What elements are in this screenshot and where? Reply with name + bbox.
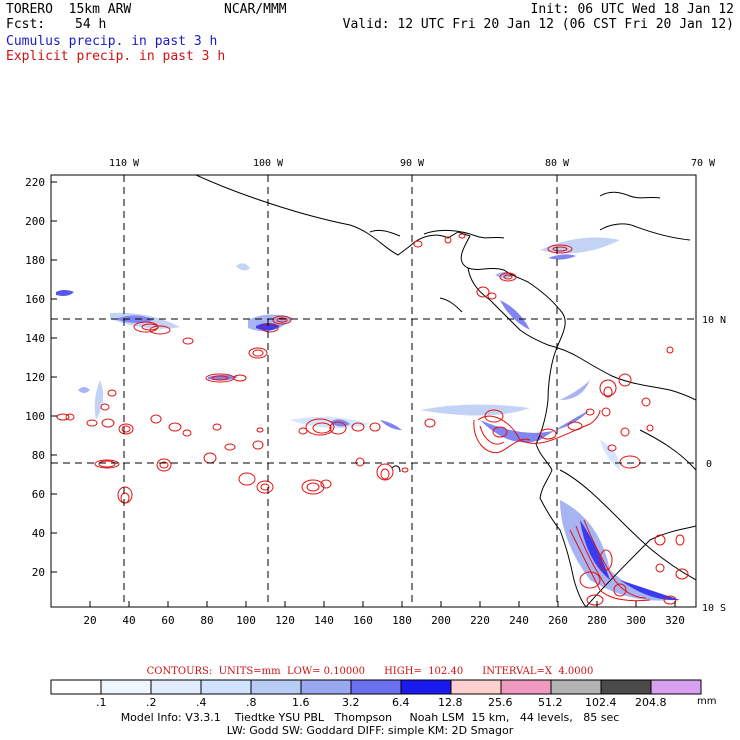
lon-label-100w: 100 W [253, 158, 284, 169]
y-tick-label: 60 [32, 488, 45, 501]
legend-cumulus: Cumulus precip. in past 3 h [6, 34, 218, 49]
x-tick-label: 120 [275, 614, 295, 627]
x-tick-label: 160 [353, 614, 373, 627]
x-tick-label: 20 [83, 614, 96, 627]
colorbar-unit: mm [697, 696, 717, 707]
colorbar-swatch [650, 679, 702, 695]
x-tick-label: 280 [587, 614, 607, 627]
colorbar-swatch [300, 679, 352, 695]
colorbar-label: .8 [246, 696, 257, 709]
legend-explicit: Explicit precip. in past 3 h [6, 49, 226, 64]
lon-label-110w: 110 W [109, 158, 140, 169]
explicit-precip-contours [56, 233, 689, 606]
colorbar-swatch [500, 679, 552, 695]
colorbar-label: 12.8 [438, 696, 463, 709]
colorbar-swatch [400, 679, 452, 695]
colorbar-label: 1.6 [292, 696, 310, 709]
lat-label-10s: 10 S [702, 603, 726, 614]
cumulus-precip-shading [56, 237, 680, 601]
coastlines [195, 175, 696, 607]
x-tick-label: 180 [392, 614, 412, 627]
colorbar-swatch [50, 679, 102, 695]
valid-time: Valid: 12 UTC Fri 20 Jan 12 (06 CST Fri … [342, 17, 734, 32]
colorbar-swatch [100, 679, 152, 695]
colorbar-label: .4 [196, 696, 207, 709]
lon-label-90w: 90 W [400, 158, 425, 169]
x-tick-label: 40 [122, 614, 135, 627]
colorbar-label: 51.2 [538, 696, 563, 709]
organization: NCAR/MMM [224, 2, 287, 17]
x-tick-label: 100 [236, 614, 256, 627]
y-tick-label: 80 [32, 449, 45, 462]
y-tick-label: 180 [25, 254, 45, 267]
colorbar-swatch [550, 679, 602, 695]
latlon-grid [51, 175, 696, 607]
x-tick-label: 80 [200, 614, 213, 627]
x-tick-label: 320 [665, 614, 685, 627]
y-tick-label: 40 [32, 527, 45, 540]
contour-info: CONTOURS: UNITS=mm LOW= 0.10000 HIGH= 10… [146, 666, 594, 677]
x-tick-label: 260 [548, 614, 568, 627]
colorbar-swatch [600, 679, 652, 695]
y-tick-label: 220 [25, 176, 45, 189]
x-tick-label: 60 [161, 614, 174, 627]
axis-ticks [51, 181, 676, 607]
init-time: Init: 06 UTC Wed 18 Jan 12 [530, 2, 735, 17]
colorbar-label: .1 [96, 696, 107, 709]
x-tick-label: 220 [470, 614, 490, 627]
colorbar-label: 25.6 [488, 696, 513, 709]
lon-label-80w: 80 W [545, 158, 570, 169]
x-tick-label: 140 [314, 614, 334, 627]
lon-label-70w: 70 W [691, 158, 716, 169]
lat-label-10n: 10 N [702, 315, 726, 326]
colorbar-swatch [350, 679, 402, 695]
colorbar-label: 3.2 [342, 696, 360, 709]
y-tick-label: 20 [32, 566, 45, 579]
colorbar [50, 679, 702, 695]
y-tick-label: 140 [25, 332, 45, 345]
colorbar-swatch [200, 679, 252, 695]
x-tick-label: 200 [431, 614, 451, 627]
model-info-physics: LW: Godd SW: Goddard DIFF: simple KM: 2D… [226, 724, 514, 737]
y-tick-label: 100 [25, 410, 45, 423]
colorbar-swatch [150, 679, 202, 695]
forecast-label: Fcst: [6, 17, 46, 32]
colorbar-label: 204.8 [635, 696, 667, 709]
x-tick-label: 240 [509, 614, 529, 627]
colorbar-label: 102.4 [585, 696, 617, 709]
colorbar-label: .2 [146, 696, 157, 709]
model-info: Model Info: V3.3.1 Tiedtke YSU PBL Thomp… [120, 711, 620, 724]
forecast-hour: 54 h [75, 17, 107, 32]
lat-label-0: 0 [706, 459, 712, 470]
colorbar-swatch [250, 679, 302, 695]
colorbar-swatch [450, 679, 502, 695]
y-tick-label: 160 [25, 293, 45, 306]
map-frame [50, 174, 697, 608]
model-title: TORERO 15km ARW [6, 2, 132, 17]
x-tick-label: 300 [626, 614, 646, 627]
colorbar-label: 6.4 [392, 696, 410, 709]
y-tick-label: 200 [25, 215, 45, 228]
y-tick-label: 120 [25, 371, 45, 384]
